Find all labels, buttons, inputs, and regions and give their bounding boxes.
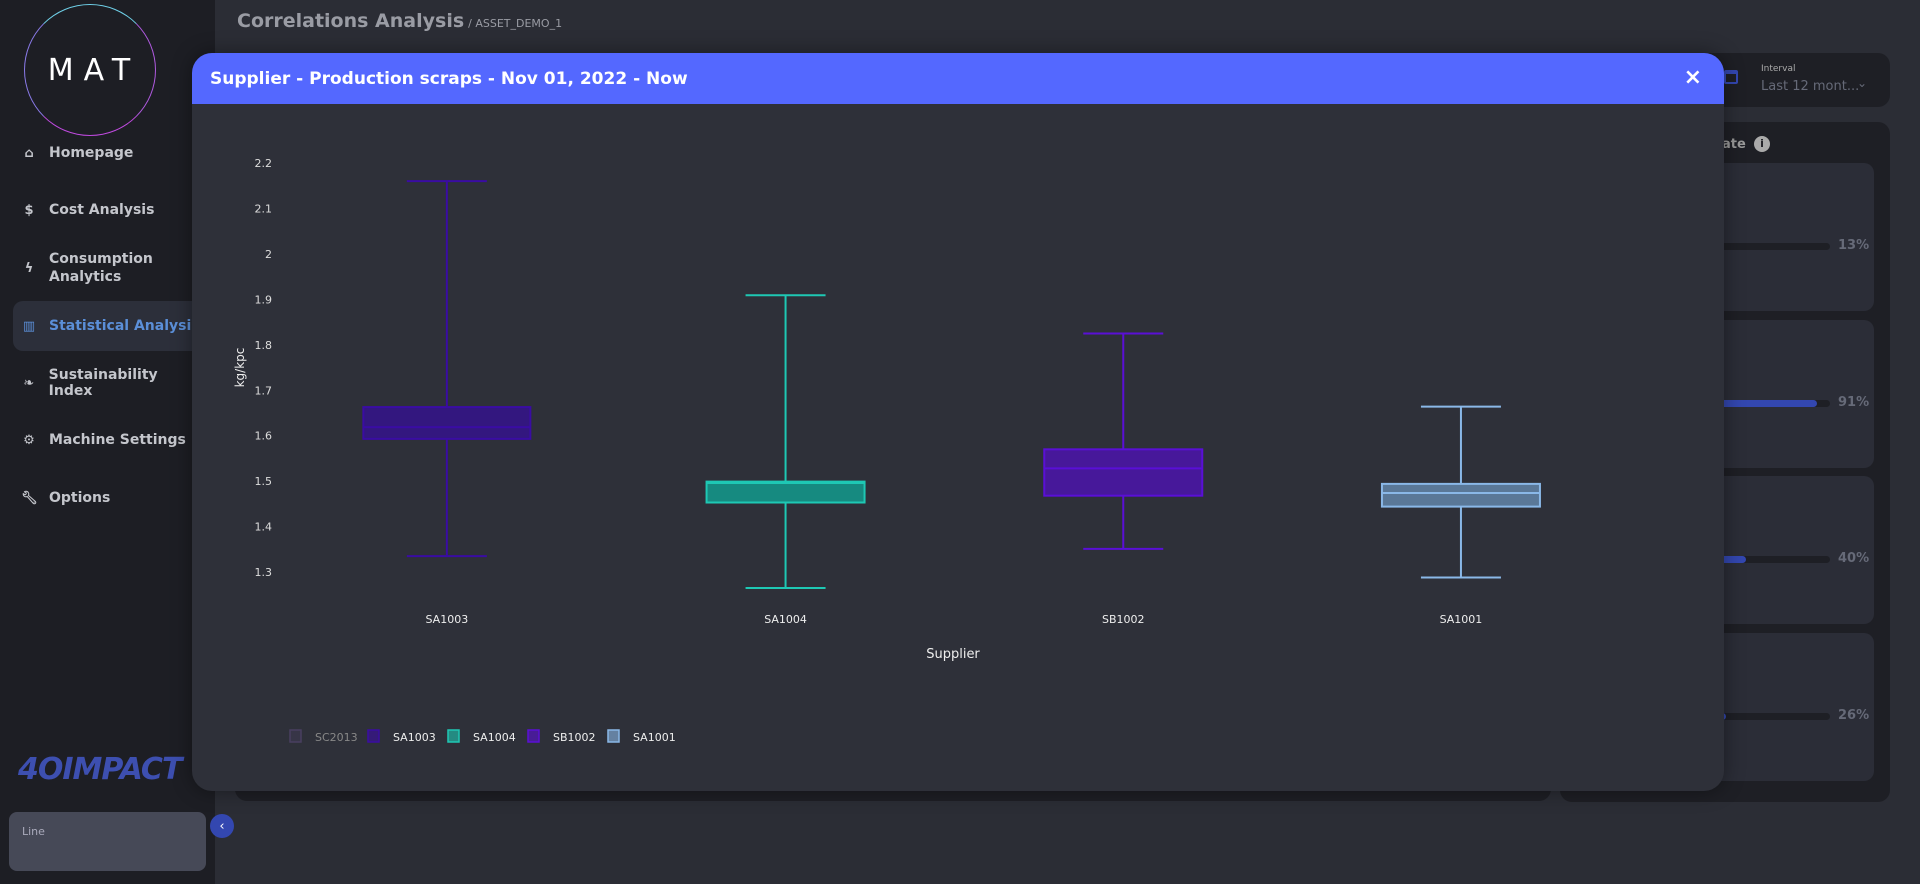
- legend-item-SB1002[interactable]: SB1002: [553, 731, 596, 744]
- wrench-icon: 🔧︎: [21, 490, 38, 506]
- info-icon[interactable]: i: [1754, 136, 1770, 152]
- x-tick-label: SA1001: [1440, 613, 1483, 626]
- sidebar-item-cost-analysis[interactable]: $ Cost Analysis: [13, 190, 203, 230]
- kpi-percent: 26%: [1838, 708, 1870, 723]
- legend-swatch[interactable]: [289, 729, 302, 743]
- bolt-icon: ϟ: [24, 260, 34, 276]
- side-panel-title: ate: [1722, 137, 1746, 152]
- legend-swatch[interactable]: [527, 729, 540, 743]
- x-tick-label: SB1002: [1102, 613, 1145, 626]
- legend-swatch[interactable]: [447, 729, 460, 743]
- sidebar-item-options[interactable]: 🔧︎ Options: [13, 478, 203, 518]
- x-tick-label: SA1003: [425, 613, 468, 626]
- sidebar-item-label: Options: [49, 490, 111, 506]
- sidebar-item-label: Statistical Analysis: [49, 318, 200, 334]
- breadcrumb: / ASSET_DEMO_1: [468, 17, 563, 30]
- gear-icon: ⚙: [23, 432, 35, 448]
- interval-select[interactable]: Last 12 mont...: [1761, 79, 1860, 94]
- sidebar-item-machine-settings[interactable]: ⚙ Machine Settings: [13, 420, 203, 460]
- page-title-text: Correlations Analysis: [237, 10, 465, 32]
- box-SA1001: [1380, 482, 1541, 508]
- kpi-percent: 91%: [1838, 395, 1870, 410]
- legend-item-SA1001[interactable]: SA1001: [633, 731, 676, 744]
- legend-item-SA1003[interactable]: SA1003: [393, 731, 436, 744]
- brand-logo: 4OIMPACT: [18, 752, 182, 787]
- y-tick-label: 2: [265, 248, 272, 261]
- y-tick-label: 1.8: [255, 339, 273, 352]
- sidebar-item-label: Cost Analysis: [49, 202, 155, 218]
- kpi-percent: 40%: [1838, 551, 1870, 566]
- y-tick-label: 2.1: [255, 202, 273, 215]
- money-bag-icon: $: [24, 202, 34, 218]
- sidebar-item-sustainability-index[interactable]: ❧ Sustainability Index: [13, 363, 203, 403]
- kpi-percent: 13%: [1838, 238, 1870, 253]
- leaf-icon: ❧: [23, 375, 35, 391]
- y-tick-label: 1.3: [255, 566, 273, 579]
- y-tick-label: 1.6: [255, 430, 273, 443]
- line-selector[interactable]: Line: [9, 812, 206, 871]
- modal-title: Supplier - Production scraps - Nov 01, 2…: [210, 68, 688, 89]
- line-label: Line: [22, 825, 45, 838]
- sidebar-item-label: Sustainability Index: [48, 367, 158, 399]
- chart-modal: Supplier - Production scraps - Nov 01, 2…: [192, 53, 1724, 791]
- sidebar-item-homepage[interactable]: ⌂ Homepage: [13, 133, 203, 173]
- y-tick-label: 1.9: [255, 293, 273, 306]
- legend-swatch[interactable]: [367, 729, 380, 743]
- y-tick-label: 2.2: [255, 157, 273, 170]
- sidebar-item-consumption-analytics[interactable]: ϟ Consumption Analytics: [13, 248, 203, 288]
- chevron-down-icon[interactable]: ⌄: [1857, 76, 1868, 90]
- box-plot: 1.3 1.4 1.5 1.6 1.7 1.8 1.9 2 2.1 2.2 kg/kpc SA1003…: [233, 157, 1541, 744]
- legend-swatch[interactable]: [607, 729, 620, 743]
- legend-item-SC2013[interactable]: SC2013: [315, 731, 358, 744]
- modal-header: Supplier - Production scraps - Nov 01, 2…: [192, 53, 1724, 104]
- calendar-icon[interactable]: [1724, 70, 1738, 84]
- sidebar-item-label: Machine Settings: [49, 432, 186, 448]
- x-tick-label: SA1004: [764, 613, 807, 626]
- page-title: Correlations Analysis / ASSET_DEMO_1: [237, 10, 562, 32]
- chart-icon: ▥: [22, 318, 36, 334]
- box-SA1003: [362, 406, 532, 440]
- sidebar-item-statistical-analysis[interactable]: ▥ Statistical Analysis: [13, 301, 203, 351]
- y-tick-label: 1.7: [255, 384, 273, 397]
- collapse-sidebar-button[interactable]: ‹: [210, 814, 234, 838]
- legend-item-SA1004[interactable]: SA1004: [473, 731, 516, 744]
- y-axis-label: kg/kpc: [233, 348, 247, 388]
- home-icon: ⌂: [24, 145, 34, 161]
- y-tick-label: 1.5: [255, 475, 273, 488]
- sidebar-item-label: Consumption Analytics: [49, 251, 153, 285]
- box-SA1004: [705, 480, 866, 504]
- sidebar: MAT ⌂ Homepage $ Cost Analysis ϟ Consumptio…: [0, 0, 215, 884]
- x-axis-label: Supplier: [926, 647, 980, 662]
- kpi-progress-fill: [1690, 400, 1818, 407]
- y-tick-label: 1.4: [255, 521, 273, 534]
- kpi-progress-bar: [1690, 400, 1830, 407]
- sidebar-item-label: Homepage: [49, 145, 134, 161]
- interval-label: Interval: [1761, 64, 1796, 74]
- box-SB1002: [1043, 448, 1204, 497]
- chevron-left-icon: ‹: [219, 818, 225, 834]
- close-icon[interactable]: ×: [1683, 65, 1702, 90]
- logo: MAT: [24, 4, 156, 136]
